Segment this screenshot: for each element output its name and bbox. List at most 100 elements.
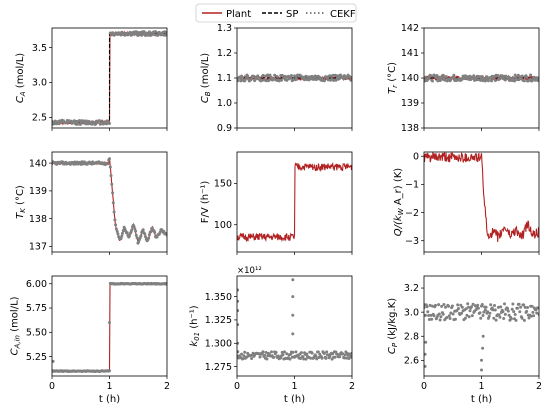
cekf-point [345,356,349,360]
legend-sp-label: SP [286,9,298,20]
y-tick-label: 140 [29,158,47,169]
cekf-point [496,305,500,309]
cekf-point [489,303,493,307]
cekf-point [239,79,243,83]
x-tick-label: 2 [349,381,355,392]
cekf-point [288,357,292,361]
panel-8: 0 1 2 2.6 2.8 3.0 3.2 t (h) CP (kJ/kg.K) [387,275,542,405]
cekf-point [514,318,518,322]
cekf-point [488,311,492,315]
cekf-point [520,316,524,320]
cekf-point [459,303,463,307]
cekf-point [147,233,151,237]
cekf-point [322,352,326,355]
cekf-point [154,30,157,34]
cekf-point [428,303,432,307]
cekf-point [479,316,483,320]
cekf-point [85,119,88,123]
cekf-point [158,230,162,234]
cekf-point [457,307,460,310]
cekf-point [522,303,526,307]
cekf-point [134,30,138,34]
cekf-point [116,232,120,236]
cekf-point [493,304,496,307]
x-tick-label: 2 [164,381,170,392]
cekf-point [467,305,470,309]
y-axis-label: CA,in (mol/L) [10,296,22,355]
cekf-point [162,230,166,233]
plot-area [237,278,352,361]
cekf-point [114,227,118,231]
y-tick-label: 1.1 [217,73,232,84]
cekf-point [493,79,497,82]
cekf-point [136,34,140,37]
cekf-point [484,305,488,309]
cekf-point [513,79,516,83]
cekf-point [516,306,519,310]
cekf-point [480,358,483,362]
cekf-point [439,315,443,319]
y-tick-label: 3.5 [32,43,47,54]
y-tick-label: 138 [29,214,47,225]
cekf-point [478,311,482,315]
cekf-point [453,317,457,321]
cekf-point [115,229,119,233]
cekf-point [535,311,539,315]
cekf-point [441,312,445,316]
cekf-point [342,356,346,360]
cekf-point [243,77,247,81]
cekf-point [449,311,453,315]
cekf-point [480,303,484,306]
cekf-point [237,288,240,292]
y-tick-label: 5.50 [26,328,47,339]
cekf-point [424,313,427,317]
cekf-point [267,78,271,82]
x-tick-label: 0 [234,381,240,392]
cekf-point [447,314,451,318]
cekf-point [522,79,526,83]
cekf-point [509,317,513,321]
cekf-point [472,74,476,78]
y-axis-label: k01 (h⁻¹) [189,305,201,346]
cekf-point [316,350,320,354]
cekf-point [494,318,498,322]
cekf-point [424,364,427,368]
cekf-point [250,357,254,360]
cekf-point [499,305,503,309]
cekf-point [325,350,329,354]
y-tick-label: 3.2 [404,283,419,294]
cekf-point [517,302,521,306]
cekf-point [322,79,326,83]
cekf-point [525,75,529,79]
cekf-point [273,73,277,77]
cekf-point [94,122,98,126]
y-tick-label: 1.350 [205,292,232,303]
cekf-point [261,350,265,354]
cekf-point [242,354,246,358]
cekf-point [444,305,447,309]
cekf-point [437,303,441,307]
cekf-point [451,76,455,80]
cekf-point [286,74,290,78]
cekf-point [108,122,111,125]
cekf-point [109,174,113,178]
cekf-point [285,352,289,356]
cekf-point [522,318,526,322]
cekf-point [343,353,347,357]
cekf-point [500,74,504,78]
series-plant-line [237,161,352,243]
plot-area [52,30,167,126]
cekf-point [532,314,536,318]
cekf-point [315,357,319,361]
y-tick-label: 2.6 [404,356,419,367]
cekf-point [425,305,429,309]
cekf-point [432,314,436,318]
plot-area [237,73,352,83]
cekf-point [476,303,480,307]
cekf-point [237,341,240,345]
cekf-point [525,309,529,313]
axis-offset-label: ×10¹² [237,266,262,276]
y-axis-label: F/V (h⁻¹) [200,181,211,224]
cekf-point [526,306,529,309]
